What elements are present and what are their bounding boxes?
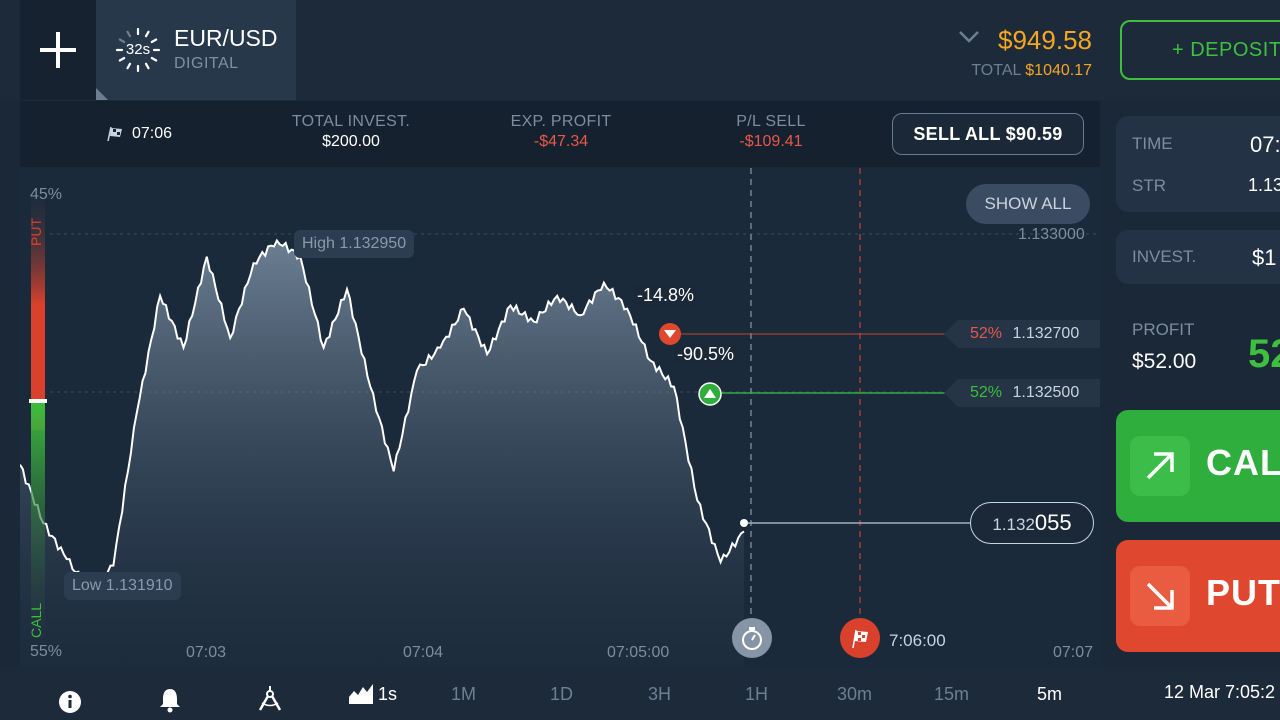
call-sentiment-bar [31,402,45,638]
period-15m[interactable]: 15m [934,684,970,704]
expiration-time: 07:06 [106,125,172,143]
call-marker-icon [698,382,722,406]
put-sentiment-bar [31,198,45,430]
time-label: TIME [1132,134,1173,153]
put-change-label: -14.8% [634,285,698,306]
price-area [20,240,744,668]
expiry-time-label: 7:06:00 [889,631,946,650]
put-percent: 45% [30,186,63,203]
call-button[interactable]: CALL [1116,410,1280,522]
low-price-label: Low 1.131910 [64,572,181,600]
trade-panel: TIME 07: STR 1.132 INVEST. $1 PROFIT $52… [1100,100,1280,668]
current-price-badge: 1.132055 [970,502,1094,544]
price-chart[interactable]: 07:03 07:04 07:05:00 07:07 45% 55% PUT C… [20,168,1100,668]
put-strike-pct: 52% [970,325,1003,342]
x-tick-070500: 07:05:00 [607,644,669,661]
deposit-button[interactable]: + DEPOSIT [1120,20,1280,80]
asset-type: DIGITAL [174,55,239,72]
plus-icon [40,32,76,68]
put-marker-icon [659,323,681,345]
strike-label: STR [1132,176,1166,195]
countdown-timer-icon [115,27,161,73]
trade-info-card: TIME 07: STR 1.132 [1116,116,1280,212]
time-value[interactable]: 07: [1250,132,1280,157]
add-asset-button[interactable] [20,0,96,100]
price-level-label: 1.133000 [1018,226,1085,243]
balance-selector[interactable]: $949.58 TOTAL $1040.17 [940,22,1092,82]
arrow-down-right-icon [1130,566,1190,626]
period-1h[interactable]: 1H [745,684,769,704]
call-strike-tag: 52% 1.132500 [944,379,1100,407]
finish-flag-marker-icon[interactable] [840,618,880,658]
exp-profit-label: EXP. PROFIT [510,113,612,130]
area-chart-icon [349,684,373,704]
period-5m[interactable]: 5m [1037,684,1063,704]
x-tick-0707: 07:07 [1053,644,1093,661]
profit-value: $52.00 [1132,350,1197,373]
drawing-tools-icon[interactable] [256,680,284,711]
bottom-toolbar: 1s 1M 1D 3H 1H 30m 15m 5m 12 Mar 7:05:2 [0,668,1280,720]
sell-all-button[interactable]: SELL ALL $90.59 [892,113,1084,155]
call-sentiment-label-text: CALL [28,602,44,638]
put-strike-tag: 52% 1.132700 [944,320,1100,348]
total-invest-stat: TOTAL INVEST. $200.00 [282,113,420,151]
total-invest-label: TOTAL INVEST. [291,113,411,130]
sentiment-divider [29,399,47,403]
asset-tab-corner [96,88,108,100]
expiration-time-text: 07:06 [132,125,173,142]
period-1d[interactable]: 1D [550,684,574,704]
show-all-button[interactable]: SHOW ALL [966,184,1090,224]
chart-canvas: 07:03 07:04 07:05:00 07:07 [20,168,1100,668]
high-price-label: High 1.132950 [294,230,415,258]
invest-label: INVEST. [1132,247,1197,266]
active-period: 1s [378,684,398,704]
chevron-down-icon [959,31,979,43]
x-tick-0704: 07:04 [403,644,443,661]
profit-percent: 52 [1248,332,1280,376]
balance-amount: $949.58 [998,25,1092,55]
call-strike-price: 1.132500 [1012,384,1080,401]
asset-name: EUR/USD [174,25,278,51]
price-line [20,238,745,594]
pl-sell-stat: P/L SELL -$109.41 [716,113,826,151]
call-percent: 55% [30,643,63,660]
profit-label: PROFIT [1132,320,1195,339]
position-stats-bar: 07:06 TOTAL INVEST. $200.00 EXP. PROFIT … [20,101,1100,167]
countdown-timer-text: 32s [125,41,151,58]
call-change-label: -90.5% [674,344,738,365]
total-invest-value: $200.00 [322,133,380,150]
info-icon[interactable] [58,682,82,713]
call-strike-pct: 52% [970,384,1003,401]
current-price-dot [740,519,748,527]
invest-value[interactable]: $1 [1252,245,1277,270]
put-sentiment-label-text: PUT [28,218,44,246]
period-3h[interactable]: 3H [648,684,672,704]
total-balance: TOTAL $1040.17 [971,62,1092,80]
current-price-prefix: 1.132 [992,515,1035,534]
bell-icon[interactable] [158,681,182,713]
arrow-up-right-icon [1130,436,1190,496]
invest-card[interactable]: INVEST. $1 [1116,230,1280,284]
exp-profit-value: -$47.34 [533,133,589,150]
put-button[interactable]: PUT [1116,540,1280,652]
exp-profit-stat: EXP. PROFIT -$47.34 [498,113,624,151]
total-value: $1040.17 [1025,62,1092,79]
strike-value[interactable]: 1.132 [1248,175,1280,195]
stopwatch-icon[interactable] [732,618,772,658]
call-button-label: CALL [1206,442,1280,483]
put-button-label: PUT [1206,572,1280,613]
x-tick-0703: 07:03 [186,644,226,661]
period-1m[interactable]: 1M [451,684,477,704]
pl-sell-value: -$109.41 [739,133,803,150]
chart-type-period-selector[interactable]: 1s [348,668,397,720]
put-strike-price: 1.132700 [1012,325,1080,342]
pl-sell-label: P/L SELL [736,113,806,130]
asset-tab[interactable]: 32s EUR/USD DIGITAL [96,0,296,100]
period-30m[interactable]: 30m [837,684,873,704]
current-datetime: 12 Mar 7:05:2 [1164,682,1276,702]
finish-flag-icon [107,126,122,142]
current-price-suffix: 055 [1034,510,1072,535]
total-label: TOTAL [971,62,1021,79]
